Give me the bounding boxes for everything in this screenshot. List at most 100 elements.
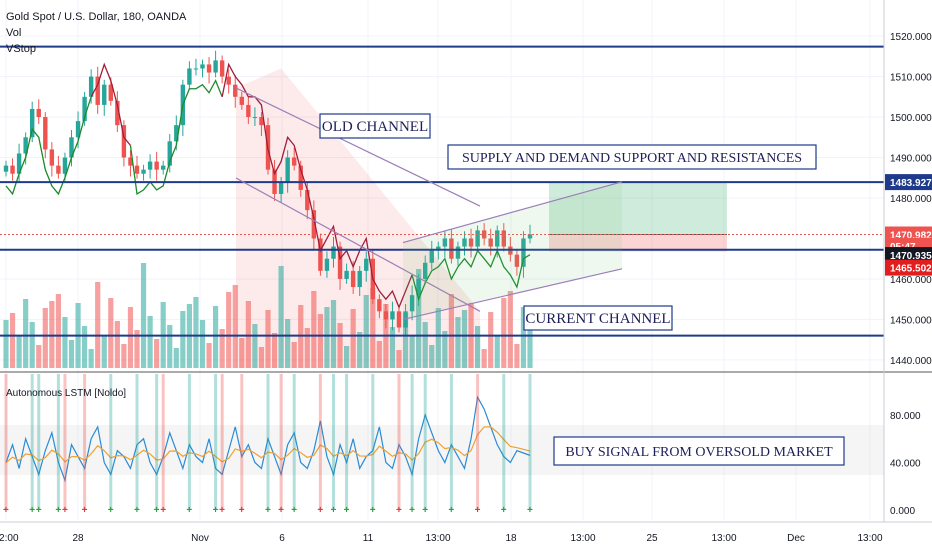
candle-60	[396, 311, 402, 328]
buy-marker: +	[36, 505, 42, 516]
old-channel-upper[interactable]	[235, 87, 481, 207]
volume-bar-6	[42, 308, 48, 368]
candle-38	[252, 117, 258, 119]
volume-bar-29	[193, 297, 199, 368]
buy-marker: +	[527, 505, 533, 516]
sell-marker: +	[239, 505, 245, 516]
candle-75	[495, 230, 500, 247]
volume-bar-13	[88, 349, 94, 368]
candle-47	[311, 210, 317, 239]
candle-15	[102, 84, 107, 105]
buy-marker: +	[154, 505, 160, 516]
candle-63	[416, 278, 421, 296]
buy-marker: +	[331, 505, 337, 516]
trade-stop-zone	[549, 234, 727, 252]
volume-bar-33	[219, 329, 225, 368]
sell-marker: +	[317, 505, 323, 516]
volume-bar-2	[16, 336, 22, 368]
buy-marker: +	[448, 505, 454, 516]
volume-bar-68	[448, 294, 454, 368]
buy-signal-label-box[interactable]	[553, 436, 845, 466]
candle-45	[298, 165, 303, 190]
candle-16	[108, 84, 113, 101]
candle-48	[318, 238, 323, 271]
volume-bar-70	[461, 310, 468, 368]
candle-8	[56, 165, 61, 174]
volume-bar-63	[416, 269, 422, 368]
volume-bar-66	[435, 308, 441, 368]
osc-tick-label-0: 80.000	[890, 411, 921, 422]
candle-0	[3, 165, 9, 172]
candle-17	[115, 100, 120, 126]
time-tick-label-2: Nov	[191, 533, 209, 544]
time-tick-label-6: 18	[505, 533, 517, 544]
lstm-signal-line	[5, 426, 531, 463]
volume-bar-35	[232, 285, 238, 368]
candle-30	[200, 64, 205, 69]
candle-33	[219, 60, 225, 77]
time-tick-label-1: 28	[72, 533, 84, 544]
supply-demand-label-box[interactable]	[447, 144, 817, 170]
buy-marker: +	[501, 505, 507, 516]
current-channel-label: CURRENT CHANNEL	[525, 311, 670, 327]
volume-bar-22	[147, 316, 153, 368]
candle-23	[154, 161, 159, 170]
buy-marker: +	[29, 505, 35, 516]
buy-marker: +	[186, 505, 192, 516]
candle-53	[350, 270, 356, 288]
horizontal-levels[interactable]	[0, 45, 884, 337]
candle-72	[475, 230, 480, 247]
time-tick-label-8: 25	[646, 533, 658, 544]
volume-bar-55	[363, 295, 369, 368]
symbol-title: Gold Spot / U.S. Dollar, 180, OANDA	[6, 11, 187, 23]
volume-bar-40	[265, 310, 271, 368]
candle-24	[161, 165, 166, 170]
price-badge-label-0: 1483.927	[890, 178, 932, 189]
annotations[interactable]: OLD CHANNEL SUPPLY AND DEMAND SUPPORT AND…	[319, 113, 845, 466]
volume-bar-47	[311, 291, 317, 368]
volume-bar-75	[494, 335, 500, 368]
signal-bar-42	[279, 374, 283, 510]
old-channel-label-box[interactable]	[319, 113, 431, 139]
price-badge-0[interactable]	[885, 174, 932, 191]
current-channel-upper[interactable]	[402, 181, 623, 244]
candle-6	[43, 117, 48, 150]
candle-20	[134, 165, 140, 174]
volume-bar-27	[180, 311, 186, 368]
signal-bar-40	[266, 374, 270, 510]
price-tick-label-2: 1500.000	[890, 113, 932, 124]
current-channel-label-box[interactable]	[523, 305, 673, 331]
candle-26	[174, 125, 179, 142]
sell-marker: +	[3, 505, 9, 516]
price-tick-label-7: 1440.000	[890, 356, 932, 367]
signal-bar-33	[220, 374, 224, 510]
candle-9	[62, 157, 68, 174]
volume-bar-26	[173, 348, 179, 368]
candle-35	[233, 84, 238, 97]
candle-58	[383, 311, 389, 320]
volume-bar-50	[330, 300, 337, 368]
channels[interactable]	[235, 87, 623, 321]
price-badge-3[interactable]	[885, 247, 932, 264]
volume-bar-18	[121, 344, 127, 368]
supply-demand-label: SUPPLY AND DEMAND SUPPORT AND RESISTANCE…	[462, 151, 802, 166]
price-badge-4[interactable]	[885, 259, 932, 276]
candle-10	[69, 137, 74, 158]
volume-bar-38	[252, 324, 258, 368]
volume-bar-44	[291, 342, 297, 368]
buy-marker: +	[213, 505, 219, 516]
old-channel-lower[interactable]	[235, 177, 481, 312]
buy-marker: +	[422, 505, 428, 516]
candle-74	[488, 238, 493, 247]
candle-62	[409, 295, 415, 312]
candle-29	[193, 68, 199, 70]
buy-signal-label: BUY SIGNAL FROM OVERSOLD MARKET	[565, 445, 833, 460]
volume-bar-10	[68, 340, 75, 368]
candle-43	[285, 157, 290, 182]
volume-bar-53	[350, 309, 356, 368]
current-channel-lower[interactable]	[402, 268, 623, 321]
volume-bar-36	[239, 338, 245, 368]
volume-bar-34	[226, 292, 232, 368]
